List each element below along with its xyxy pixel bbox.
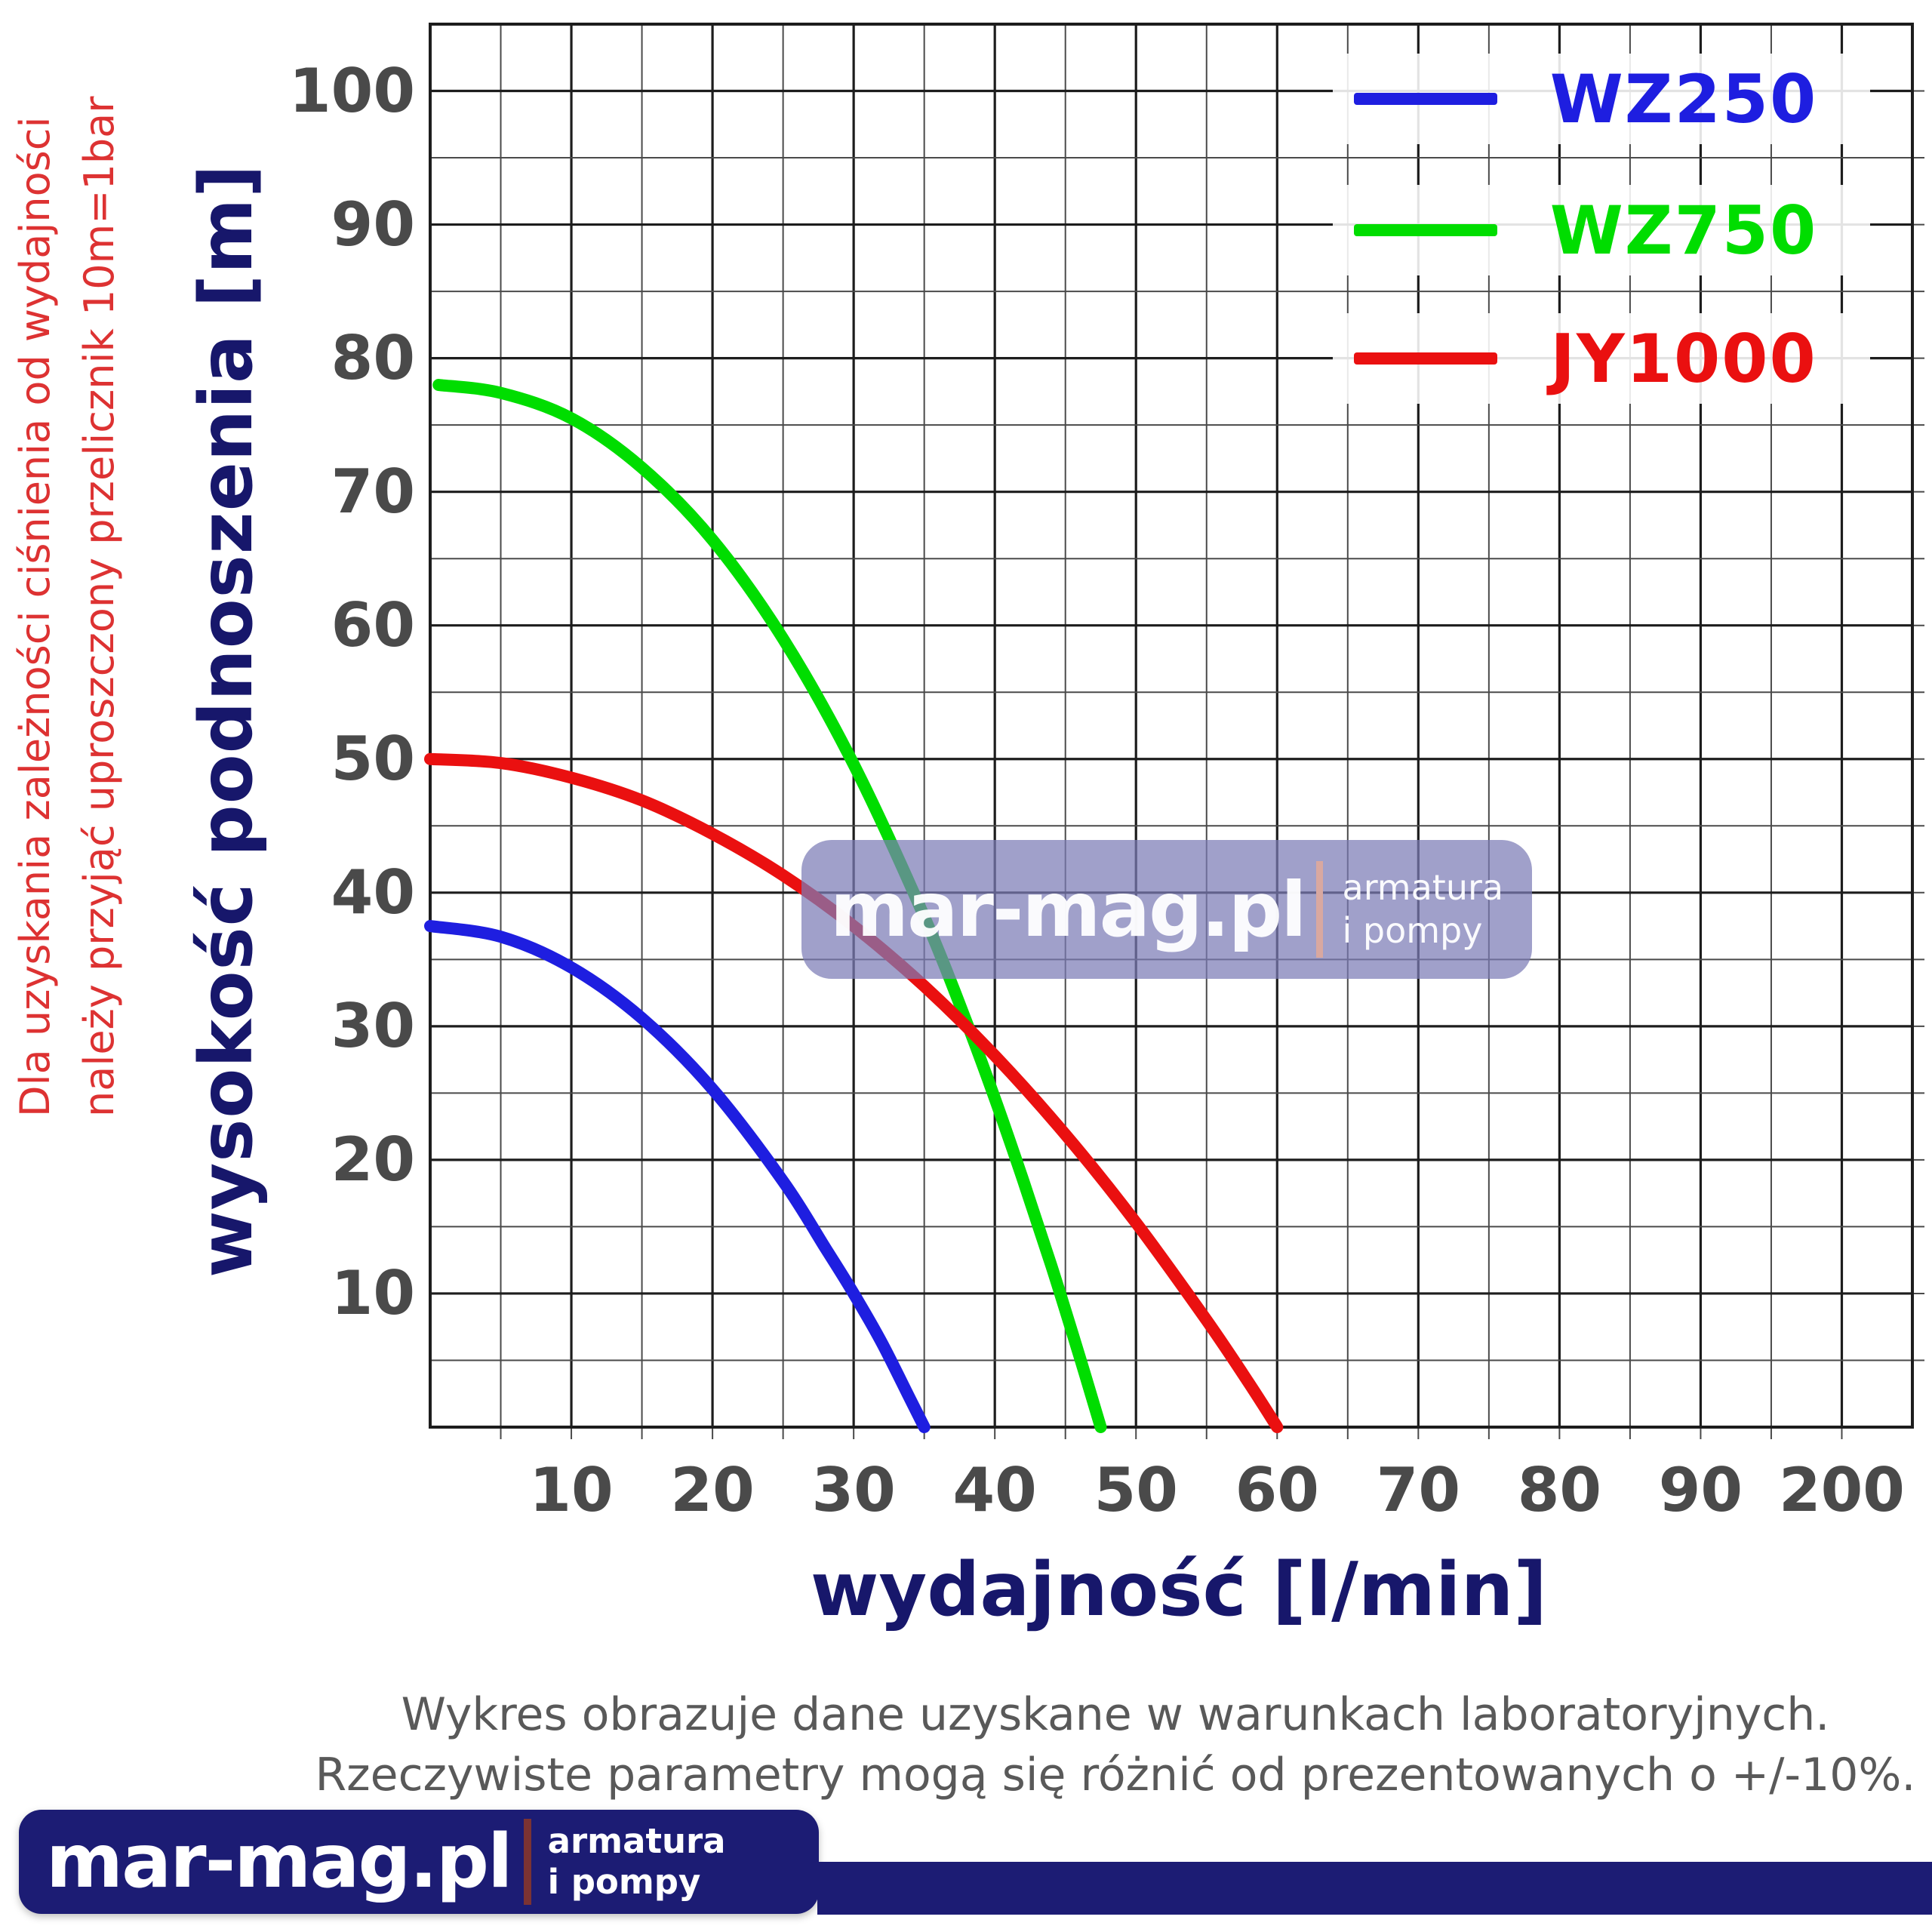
legend-line-sample [1354,224,1497,236]
x-tick-label: 70 [1376,1455,1460,1525]
x-tick-label: 60 [1235,1455,1319,1525]
legend-item-wz250: WZ250 [1333,54,1870,144]
y-tick-label: 90 [331,189,415,260]
legend-line-sample [1354,352,1497,365]
disclaimer-line-2: Rzeczywiste parametry mogą się różnić od… [315,1749,1916,1801]
y-tick-label: 30 [331,990,415,1061]
x-tick-label: 10 [529,1455,614,1525]
watermark: mar-mag.pl armatura i pompy [801,840,1532,979]
y-tick-label: 60 [331,589,415,660]
y-tick-label: 80 [331,322,415,393]
watermark-brand: mar-mag.pl [829,865,1307,954]
x-tick-label: 200 [1778,1455,1905,1525]
curve-wz250 [424,920,931,1433]
brand-logo-bar [817,1862,1932,1915]
plot-border [429,22,1915,1429]
y-tick-label: 40 [331,857,415,928]
legend-item-jy1000: JY1000 [1333,313,1870,404]
brand-logo: mar-mag.pl armatura i pompy [19,1810,819,1914]
disclaimer-line-1: Wykres obrazuje dane uzyskane w warunkac… [401,1688,1830,1741]
y-tick-label: 20 [331,1124,415,1195]
legend-label: WZ250 [1549,60,1818,138]
disclaimer-text: Wykres obrazuje dane uzyskane w warunkac… [300,1684,1930,1805]
x-tick-label: 30 [811,1455,896,1525]
x-tick-label: 20 [670,1455,755,1525]
brand-logo-tagline-2: i pompy [547,1862,701,1902]
watermark-tagline-2: i pompy [1342,910,1483,951]
x-axis-title: wydajność [l/min] [810,1547,1548,1633]
brand-logo-text: mar-mag.pl [46,1819,513,1905]
brand-logo-tagline-1: armatura [547,1821,726,1861]
watermark-tagline-1: armatura [1342,866,1504,908]
x-tick-label: 90 [1658,1455,1743,1525]
curve-wz750 [432,379,1107,1433]
y-tick-label: 70 [331,456,415,527]
legend-label: WZ750 [1549,191,1818,269]
y-tick-label: 50 [331,723,415,794]
y-tick-label: 100 [289,55,415,126]
watermark-divider [1315,861,1323,958]
brand-logo-divider [523,1819,531,1905]
legend-item-wz750: WZ750 [1333,185,1870,275]
y-tick-label: 10 [331,1257,415,1328]
legend-line-sample [1354,93,1497,105]
x-tick-label: 40 [952,1455,1037,1525]
x-tick-label: 50 [1094,1455,1178,1525]
x-tick-label: 80 [1517,1455,1602,1525]
legend-label: JY1000 [1550,319,1817,398]
